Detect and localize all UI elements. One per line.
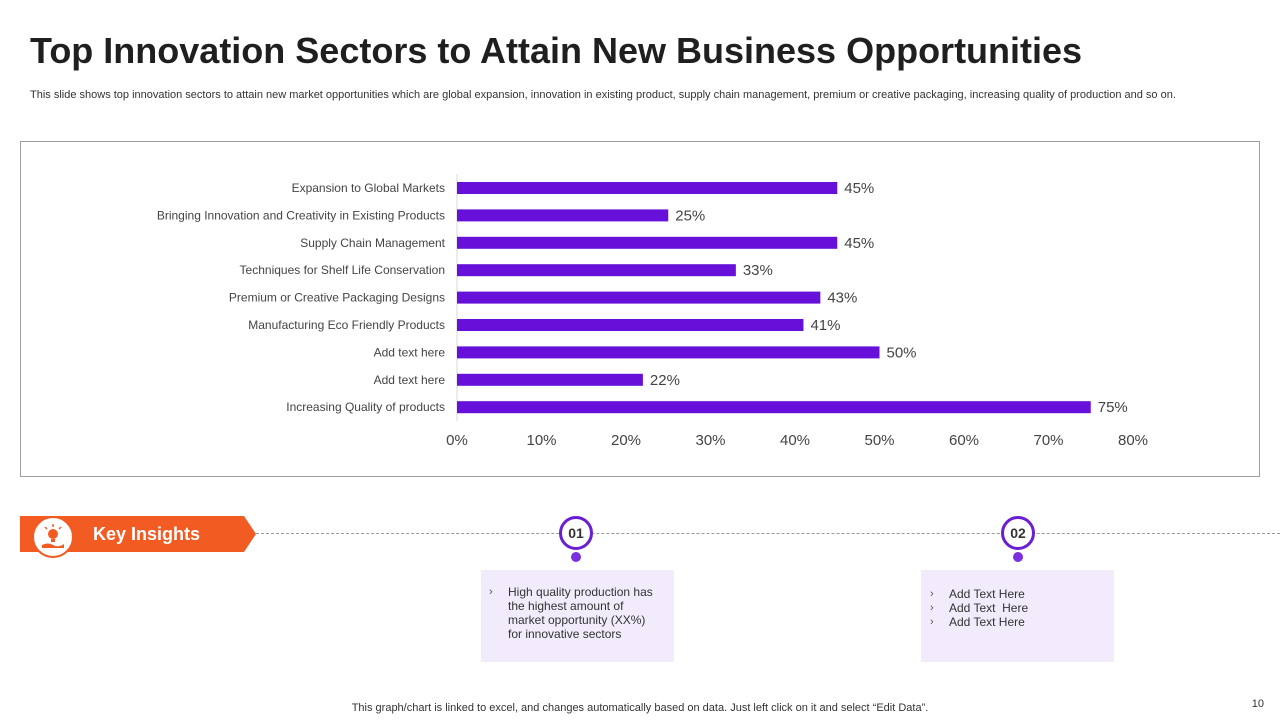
bar[interactable] bbox=[457, 182, 838, 194]
x-tick-label: 30% bbox=[695, 432, 725, 449]
slide-subtitle: This slide shows top innovation sectors … bbox=[30, 89, 1176, 101]
bar[interactable] bbox=[457, 264, 736, 277]
bar[interactable] bbox=[457, 236, 838, 249]
chevron-right-icon: › bbox=[930, 588, 934, 600]
lightbulb-hand-icon bbox=[32, 516, 74, 558]
insight-text: High quality production has the highest … bbox=[508, 585, 653, 641]
data-label: 22% bbox=[650, 372, 680, 389]
insight-marker-02: 02 bbox=[1001, 516, 1035, 550]
data-label: 33% bbox=[743, 262, 773, 279]
bar[interactable] bbox=[457, 291, 821, 304]
marker-number: 01 bbox=[568, 525, 584, 541]
bar[interactable] bbox=[457, 401, 1091, 414]
category-label: Supply Chain Management bbox=[300, 236, 445, 250]
x-tick-label: 20% bbox=[611, 432, 641, 449]
data-label: 43% bbox=[827, 290, 857, 307]
data-label: 45% bbox=[844, 235, 874, 252]
x-tick-label: 70% bbox=[1033, 432, 1063, 449]
x-tick-label: 0% bbox=[446, 432, 468, 449]
timeline-dashed-line bbox=[256, 533, 1280, 534]
data-label: 41% bbox=[810, 317, 840, 334]
insight-marker-01: 01 bbox=[559, 516, 593, 550]
bar[interactable] bbox=[457, 209, 669, 222]
bar-chart[interactable]: Expansion to Global Markets 45% Bringing I… bbox=[20, 141, 1260, 477]
x-tick-label: 80% bbox=[1118, 432, 1148, 449]
x-tick-label: 60% bbox=[949, 432, 979, 449]
key-insights-label: Key Insights bbox=[93, 524, 201, 544]
x-tick-label: 10% bbox=[526, 432, 556, 449]
slide-title: Top Innovation Sectors to Attain New Bus… bbox=[30, 30, 1083, 71]
bar-chart-svg: Expansion to Global Markets 45% Bringing I… bbox=[157, 174, 1148, 449]
banner-arrow-shape bbox=[20, 516, 256, 552]
category-label: Techniques for Shelf Life Conservation bbox=[240, 263, 445, 277]
insight-text: Add Text Here bbox=[949, 587, 1025, 601]
page-number: 10 bbox=[1251, 698, 1264, 710]
category-label: Manufacturing Eco Friendly Products bbox=[248, 318, 445, 332]
footer-note: This graph/chart is linked to excel, and… bbox=[351, 702, 929, 714]
bar[interactable] bbox=[457, 319, 804, 331]
category-label: Premium or Creative Packaging Designs bbox=[229, 291, 445, 305]
list-item: › Add Text Here bbox=[930, 601, 1104, 615]
insight-text: Add Text Here bbox=[949, 615, 1025, 629]
data-label: 50% bbox=[887, 344, 917, 361]
bar[interactable] bbox=[457, 346, 880, 359]
category-label: Add text here bbox=[374, 345, 446, 359]
insight-card-01: › High quality production has the highes… bbox=[481, 570, 674, 662]
insight-card-02: › Add Text Here › Add Text Here › Add Te… bbox=[921, 570, 1114, 662]
chevron-right-icon: › bbox=[489, 586, 493, 598]
chevron-right-icon: › bbox=[930, 602, 934, 614]
marker-tip bbox=[1013, 552, 1023, 562]
x-tick-label: 50% bbox=[864, 432, 894, 449]
list-item: › High quality production has the highes… bbox=[489, 585, 662, 641]
list-item: › Add Text Here bbox=[930, 587, 1104, 601]
list-item: › Add Text Here bbox=[930, 615, 1104, 629]
insight-text: Add Text Here bbox=[949, 601, 1029, 615]
x-tick-label: 40% bbox=[780, 432, 810, 449]
bar[interactable] bbox=[457, 373, 643, 386]
marker-number: 02 bbox=[1010, 525, 1026, 541]
category-label: Increasing Quality of products bbox=[286, 400, 445, 414]
key-insights-banner: Key Insights bbox=[20, 516, 256, 558]
data-label: 75% bbox=[1098, 399, 1128, 416]
category-label: Bringing Innovation and Creativity in Ex… bbox=[157, 208, 445, 222]
category-label: Expansion to Global Markets bbox=[292, 181, 445, 195]
chevron-right-icon: › bbox=[930, 616, 934, 628]
data-label: 25% bbox=[675, 207, 705, 224]
marker-tip bbox=[571, 552, 581, 562]
data-label: 45% bbox=[844, 180, 874, 197]
category-label: Add text here bbox=[374, 373, 446, 387]
